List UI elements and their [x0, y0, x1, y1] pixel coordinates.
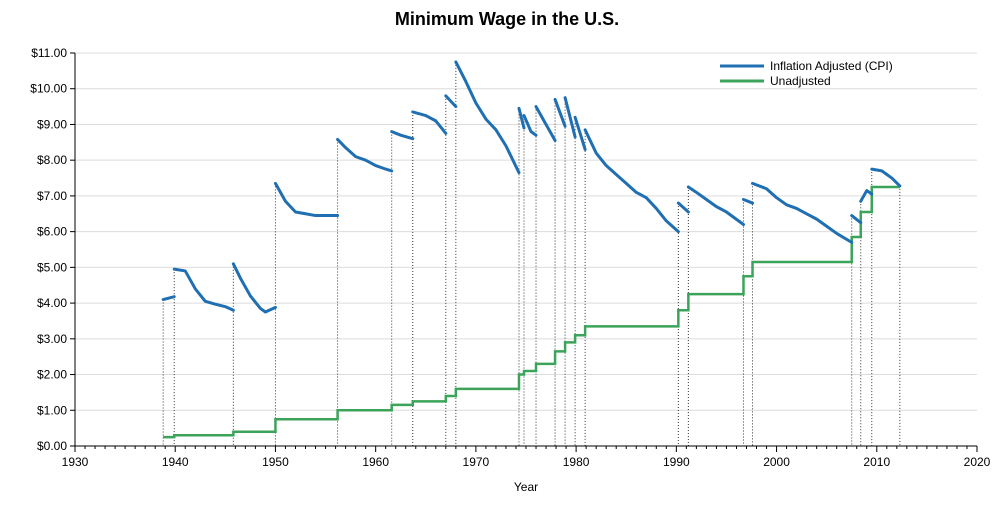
x-tick-label: 2010	[863, 455, 890, 469]
inflation-adjusted-series-segment	[850, 214, 863, 225]
legend-label: Inflation Adjusted (CPI)	[770, 59, 893, 73]
legend: Inflation Adjusted (CPI)Unadjusted	[720, 59, 893, 88]
y-tick-label: $11.00	[31, 46, 67, 60]
x-tick-label: 1970	[463, 455, 490, 469]
inflation-adjusted-series-segment	[273, 181, 340, 218]
inflation-adjusted-series-segment	[534, 105, 557, 143]
inflation-adjusted-series-segment	[390, 130, 415, 141]
x-tick-label: 1950	[262, 455, 289, 469]
series-lines	[161, 60, 902, 439]
y-tick-label: $7.00	[37, 189, 67, 203]
y-tick-label: $6.00	[37, 225, 67, 239]
inflation-adjusted-series-segment	[172, 267, 235, 312]
y-tick-label: $9.00	[37, 117, 67, 131]
inflation-adjusted-series-segment	[336, 137, 394, 173]
x-tick-label: 1960	[362, 455, 389, 469]
inflation-adjusted-series-segment	[411, 110, 448, 135]
chart-title: Minimum Wage in the U.S.	[395, 9, 619, 29]
inflation-adjusted-series-segment	[522, 114, 538, 137]
y-tick-label: $8.00	[37, 153, 67, 167]
inflation-adjusted-series-segment	[686, 185, 745, 226]
y-tick-label: $2.00	[37, 368, 67, 382]
inflation-adjusted-series-segment	[444, 94, 458, 109]
legend-label: Unadjusted	[770, 74, 831, 88]
inflation-adjusted-series-segment	[870, 167, 902, 188]
inflation-adjusted-series-segment	[231, 262, 277, 314]
x-tick-label: 1980	[563, 455, 590, 469]
x-tick-label: 1990	[663, 455, 690, 469]
x-tick-label: 2020	[964, 455, 991, 469]
inflation-adjusted-series-segment	[751, 181, 854, 244]
inflation-adjusted-series-segment	[573, 115, 587, 151]
inflation-adjusted-series-segment	[859, 189, 874, 203]
x-tick-label: 1940	[162, 455, 189, 469]
y-tick-label: $4.00	[37, 296, 67, 310]
y-tick-label: $5.00	[37, 260, 67, 274]
y-tick-label: $0.00	[37, 439, 67, 453]
inflation-adjusted-series-segment	[553, 97, 567, 128]
y-tick-label: $1.00	[37, 403, 67, 417]
x-axis-title: Year	[514, 480, 538, 494]
inflation-adjusted-series-segment	[676, 201, 690, 214]
axes: $0.00 $1.00 $2.00 $3.00 $4.00 $5.00 $6.00 $7.00…	[30, 46, 990, 469]
change-date-drop-lines	[162, 61, 901, 446]
inflation-adjusted-series-segment	[454, 60, 521, 175]
y-tick-label: $3.00	[37, 332, 67, 346]
inflation-adjusted-series-segment	[517, 106, 526, 130]
inflation-adjusted-series-segment	[161, 295, 176, 302]
inflation-adjusted-series-segment	[741, 197, 755, 205]
inflation-adjusted-series-segment	[563, 96, 577, 139]
y-tick-label: $10.00	[30, 82, 67, 96]
x-tick-label: 1930	[62, 455, 89, 469]
unadjusted-series-line	[163, 185, 900, 439]
grid-lines	[75, 52, 977, 447]
inflation-adjusted-series-segment	[583, 128, 680, 234]
x-tick-label: 2000	[763, 455, 790, 469]
